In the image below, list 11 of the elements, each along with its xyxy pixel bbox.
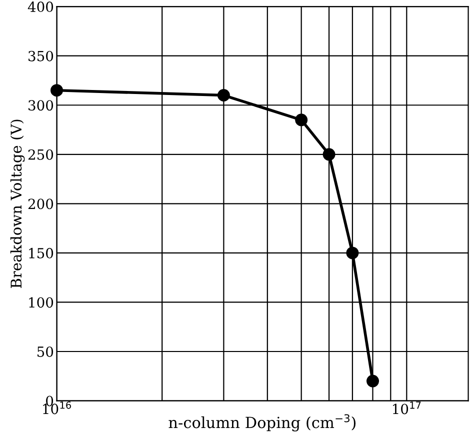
y-tick-label: 200 — [28, 198, 54, 210]
x-axis-title: n-column Doping (cm$^{−3}$) — [168, 414, 356, 432]
y-tick-label: 350 — [28, 50, 54, 62]
y-tick-label: 400 — [28, 2, 54, 12]
y-tick-label: 50 — [37, 346, 54, 357]
y-axis-title: Breakdown Voltage (V) — [10, 120, 25, 288]
x-tick-label: 10$^{17}$ — [393, 402, 421, 414]
y-tick-label: 100 — [29, 297, 54, 308]
y-tick-label: 300 — [28, 100, 54, 111]
y-tick-label: 250 — [28, 149, 54, 160]
y-tick-label: 150 — [29, 248, 54, 258]
